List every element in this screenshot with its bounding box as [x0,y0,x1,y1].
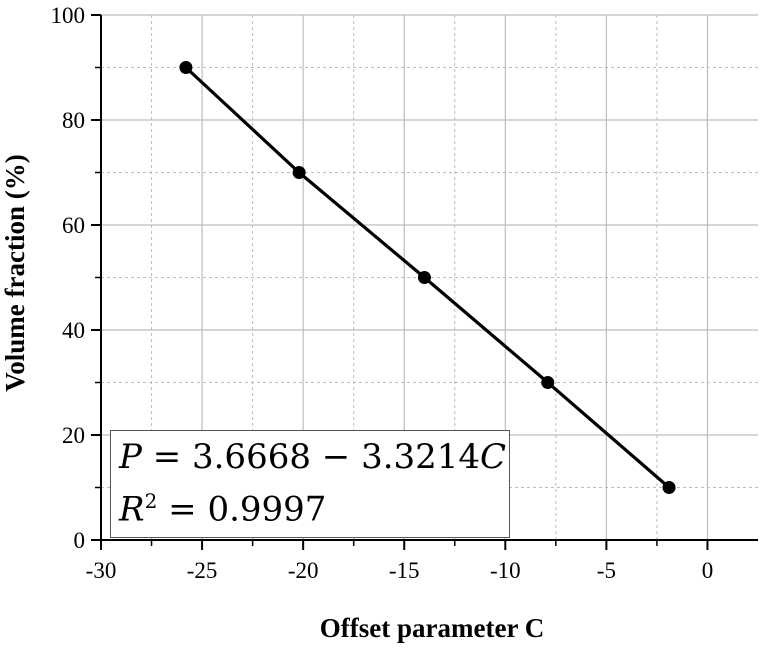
eq-lhs-var: P [119,437,142,477]
x-tick-label: 0 [702,558,714,583]
x-tick-label: -30 [86,558,117,583]
y-tick-label: 20 [62,423,85,448]
fit-equation: P = 3.6668 − 3.3214C [119,435,509,479]
r-sup: 2 [144,489,158,513]
x-tick-label: -10 [490,558,521,583]
r-var: R [119,489,145,530]
x-tick-label: -15 [389,558,420,583]
series-line-group [179,61,676,494]
data-point [541,376,555,389]
eq-rhs: = 3.6668 − 3.3214 [141,437,481,477]
axis-ticks [91,14,709,550]
y-tick-label: 80 [62,108,85,133]
x-axis-title: Offset parameter C [320,613,544,643]
data-point [417,271,431,284]
y-tick-label: 100 [51,3,86,28]
tick-labels: -30 -25 -20 -15 -10 -5 0 0 20 40 60 80 100 [51,3,714,583]
y-axis-title: Volume fraction (%) [0,154,30,391]
r-squared: R2 = 0.9997 [119,479,509,531]
y-tick-label: 40 [62,318,85,343]
x-tick-label: -20 [288,558,319,583]
x-tick-label: -25 [187,558,218,583]
y-tick-label: 0 [74,528,86,553]
r-value: = 0.9997 [157,489,327,530]
fit-equation-box: P = 3.6668 − 3.3214C R2 = 0.9997 [110,430,510,538]
y-tick-label: 60 [62,213,85,238]
data-point [292,166,306,179]
data-point [662,481,676,494]
data-point [179,61,193,74]
x-tick-label: -5 [597,558,616,583]
eq-var: C [480,437,507,477]
